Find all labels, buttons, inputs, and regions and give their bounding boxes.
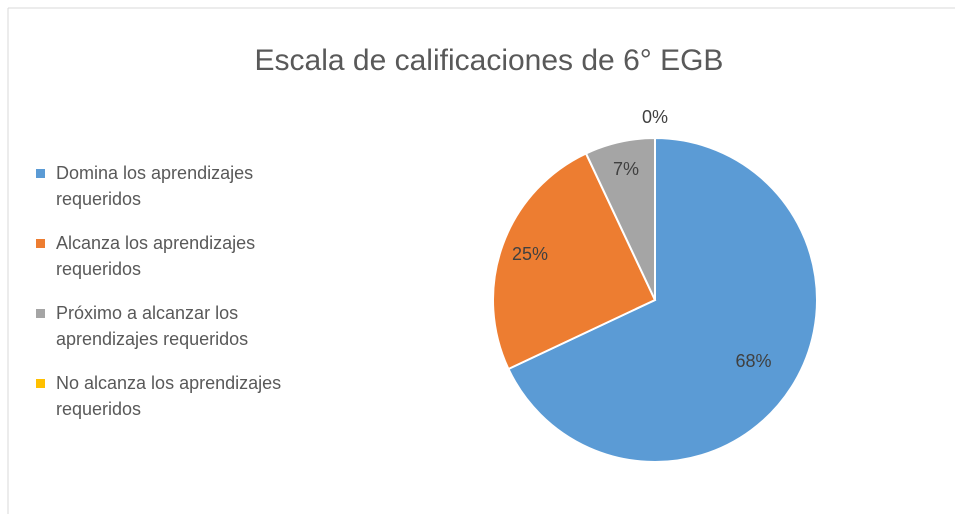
legend-label: Alcanza los aprendizajes requeridos	[56, 233, 256, 279]
data-label: 7%	[613, 159, 639, 179]
legend-swatch	[36, 309, 45, 318]
legend-item: Próximo a alcanzar los aprendizajes requ…	[36, 300, 316, 352]
legend-item: No alcanza los aprendizajes requeridos	[36, 370, 316, 422]
legend-item: Alcanza los aprendizajes requeridos	[36, 230, 316, 282]
legend-swatch	[36, 379, 45, 388]
data-label: 0%	[642, 107, 668, 127]
data-label: 25%	[512, 244, 548, 264]
pie-slice	[492, 152, 657, 371]
pie-slice	[507, 136, 818, 463]
legend-item: Domina los aprendizajes requeridos	[36, 160, 316, 212]
legend-label: Próximo a alcanzar los aprendizajes requ…	[56, 303, 249, 349]
legend-label: Domina los aprendizajes requeridos	[56, 163, 254, 209]
chart-title: Escala de calificaciones de 6° EGB	[255, 44, 724, 77]
legend-swatch	[36, 169, 45, 178]
legend-swatch	[36, 239, 45, 248]
legend-label: No alcanza los aprendizajes requeridos	[56, 373, 282, 419]
legend: Domina los aprendizajes requeridos Alcanz…	[36, 160, 326, 440]
data-label: 68%	[735, 351, 771, 371]
